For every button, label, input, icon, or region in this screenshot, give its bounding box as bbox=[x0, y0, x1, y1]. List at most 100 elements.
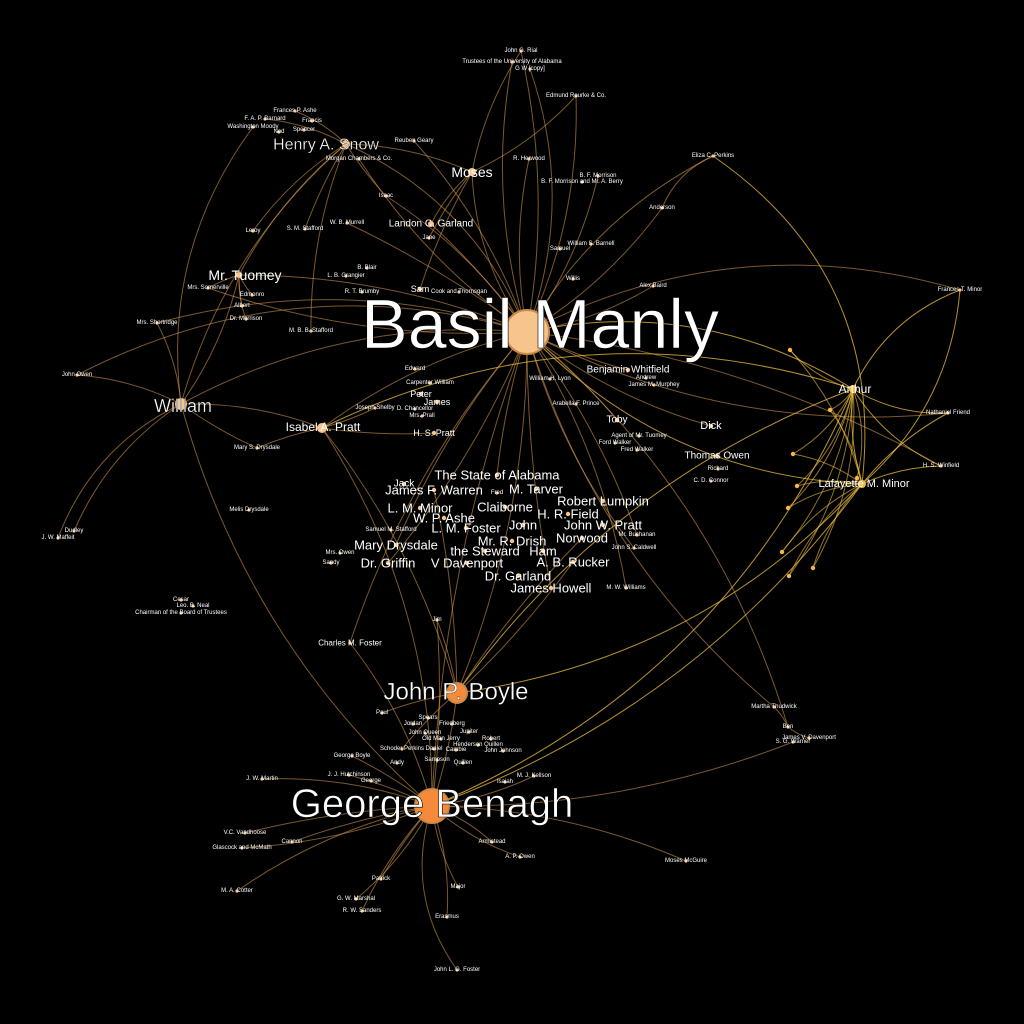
node-abaird[interactable] bbox=[651, 284, 655, 288]
node-johnqueen[interactable] bbox=[423, 731, 427, 735]
node-trustees[interactable] bbox=[510, 60, 514, 64]
node-george[interactable] bbox=[369, 779, 373, 783]
node-fpashe[interactable] bbox=[293, 109, 297, 113]
node-mjkellson[interactable] bbox=[532, 774, 536, 778]
node-field[interactable] bbox=[565, 511, 571, 517]
node-wmoody[interactable] bbox=[251, 125, 255, 129]
node-norwood[interactable] bbox=[579, 535, 585, 541]
node-mrsowen[interactable] bbox=[338, 551, 342, 555]
node-vcvandhoose[interactable] bbox=[243, 831, 247, 835]
node-apowen[interactable] bbox=[518, 855, 522, 859]
node-eliza[interactable] bbox=[711, 154, 715, 158]
node-garland[interactable] bbox=[515, 573, 521, 579]
node-cesar[interactable] bbox=[179, 598, 183, 602]
node-fred[interactable] bbox=[495, 491, 499, 495]
node-gwmarshal[interactable] bbox=[354, 897, 358, 901]
node-friedberg[interactable] bbox=[450, 722, 454, 726]
node-paul[interactable] bbox=[380, 711, 384, 715]
node-stateal[interactable] bbox=[494, 472, 500, 478]
node-samuel[interactable] bbox=[558, 247, 562, 251]
node-benagh[interactable] bbox=[414, 788, 450, 824]
node-rourke[interactable] bbox=[574, 94, 578, 98]
node-melissdrysdale[interactable] bbox=[247, 508, 251, 512]
node-quillen[interactable] bbox=[461, 761, 465, 765]
node-leobneal[interactable] bbox=[191, 604, 195, 608]
node-wbmurrell[interactable] bbox=[345, 221, 349, 225]
node-arabella[interactable] bbox=[574, 402, 578, 406]
node-jjhutchinson[interactable] bbox=[347, 773, 351, 777]
node-andy[interactable] bbox=[395, 761, 399, 765]
node-ashe[interactable] bbox=[441, 515, 447, 521]
node-rwsanders[interactable] bbox=[360, 909, 364, 913]
node-lmfoster[interactable] bbox=[463, 525, 469, 531]
node-cambie[interactable] bbox=[454, 748, 458, 752]
node-lbgrangier[interactable] bbox=[344, 274, 348, 278]
node-arthur[interactable] bbox=[849, 385, 857, 393]
node-lafayette[interactable] bbox=[858, 480, 866, 488]
node-jshelby[interactable] bbox=[373, 406, 377, 410]
node-claiborne[interactable] bbox=[502, 504, 508, 510]
node-ben[interactable] bbox=[786, 725, 790, 729]
node-peter[interactable] bbox=[418, 391, 424, 397]
node-morgan[interactable] bbox=[357, 157, 361, 161]
node-jupiter[interactable] bbox=[467, 730, 471, 734]
node-lminor[interactable] bbox=[417, 505, 423, 511]
node-msdrysdale[interactable] bbox=[255, 446, 259, 450]
node-rtbrumby[interactable] bbox=[360, 290, 364, 294]
node-jack[interactable] bbox=[401, 481, 407, 487]
node-ned[interactable] bbox=[277, 130, 281, 134]
node-basil[interactable] bbox=[504, 309, 550, 355]
node-smstafford[interactable] bbox=[303, 227, 307, 231]
node-nfriend[interactable] bbox=[946, 411, 950, 415]
node-anderson[interactable] bbox=[660, 206, 664, 210]
node-vdavenport[interactable] bbox=[464, 560, 470, 566]
node-jjohnson[interactable] bbox=[501, 749, 505, 753]
node-willis[interactable] bbox=[571, 277, 575, 281]
node-macotter[interactable] bbox=[235, 889, 239, 893]
node-bfmandberry[interactable] bbox=[580, 180, 584, 184]
node-james[interactable] bbox=[434, 399, 440, 405]
node-cookthornsgan[interactable] bbox=[457, 290, 461, 294]
node-oldmanjerry[interactable] bbox=[439, 737, 443, 741]
node-albert[interactable] bbox=[240, 304, 244, 308]
node-jwmartin[interactable] bbox=[260, 777, 264, 781]
node-rherwood[interactable] bbox=[527, 157, 531, 161]
node-chairman[interactable] bbox=[179, 611, 183, 615]
node-agent[interactable] bbox=[637, 434, 641, 438]
node-lumpkin[interactable] bbox=[600, 498, 606, 504]
node-tuomey[interactable] bbox=[236, 272, 242, 278]
node-rial[interactable] bbox=[519, 49, 523, 53]
node-henderson[interactable] bbox=[476, 743, 480, 747]
node-mbbstafford[interactable] bbox=[309, 329, 313, 333]
node-mbuchanan[interactable] bbox=[635, 533, 639, 537]
node-jwmaffeit[interactable] bbox=[56, 536, 60, 540]
node-jscaldwell[interactable] bbox=[632, 546, 636, 550]
node-rgeary[interactable] bbox=[412, 139, 416, 143]
node-dudley[interactable] bbox=[72, 529, 76, 533]
node-jane[interactable] bbox=[427, 236, 431, 240]
node-daniel[interactable] bbox=[432, 747, 436, 751]
node-francis[interactable] bbox=[310, 119, 314, 123]
node-shortridge[interactable] bbox=[155, 321, 159, 325]
node-whitfield[interactable] bbox=[625, 367, 631, 373]
node-jlgfoster[interactable] bbox=[455, 968, 459, 972]
node-major[interactable] bbox=[456, 885, 460, 889]
node-towen[interactable] bbox=[714, 453, 720, 459]
node-isaiah[interactable] bbox=[503, 780, 507, 784]
node-cmfoster[interactable] bbox=[348, 641, 352, 645]
node-isaac[interactable] bbox=[384, 194, 388, 198]
node-fordwalker[interactable] bbox=[613, 441, 617, 445]
node-toby[interactable] bbox=[614, 417, 620, 423]
node-cwilliam[interactable] bbox=[428, 381, 432, 385]
node-mosesmcguire[interactable] bbox=[684, 859, 688, 863]
node-hspratt[interactable] bbox=[431, 430, 437, 436]
node-boyle[interactable] bbox=[446, 682, 468, 704]
node-patrick[interactable] bbox=[379, 877, 383, 881]
node-barnard[interactable] bbox=[263, 117, 267, 121]
node-hswinfield[interactable] bbox=[939, 464, 943, 468]
node-jowen[interactable] bbox=[75, 373, 79, 377]
node-steward[interactable] bbox=[482, 548, 488, 554]
node-ftminor[interactable] bbox=[958, 288, 962, 292]
node-jhowell[interactable] bbox=[548, 585, 554, 591]
node-tarver[interactable] bbox=[533, 486, 539, 492]
